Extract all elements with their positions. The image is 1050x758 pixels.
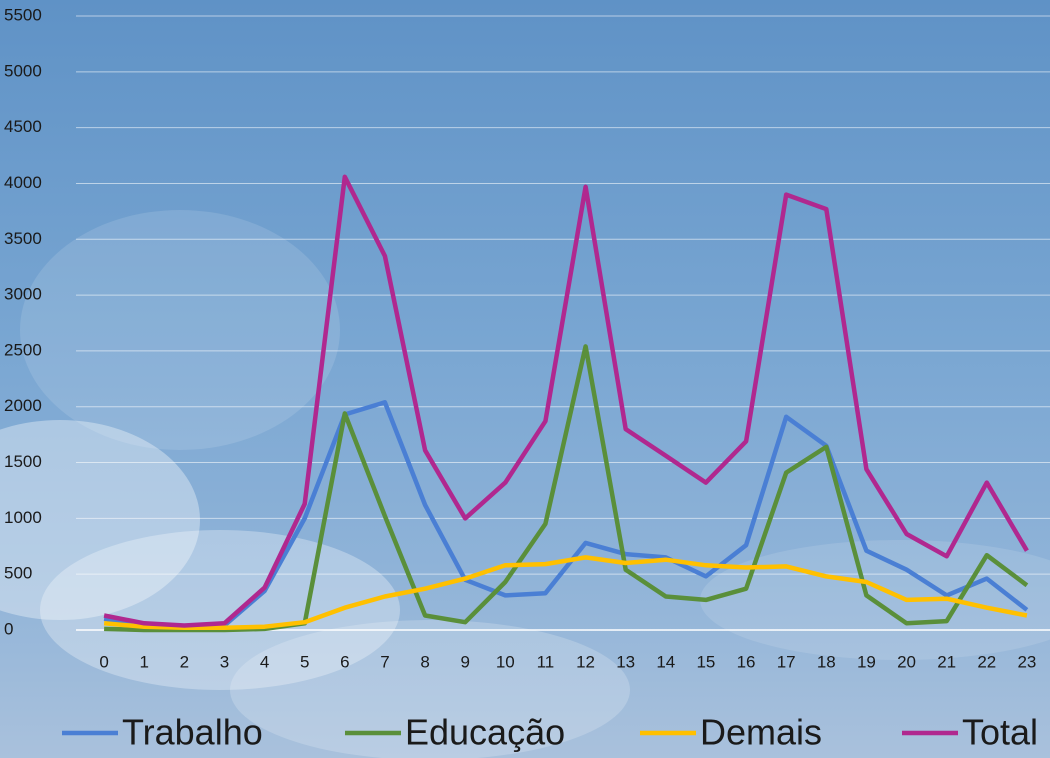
background-clouds	[0, 210, 1050, 758]
y-tick-label: 0	[4, 619, 13, 638]
x-tick-label: 17	[777, 652, 796, 671]
y-tick-label: 4500	[4, 117, 42, 136]
x-tick-label: 1	[139, 652, 148, 671]
y-tick-label: 500	[4, 564, 32, 583]
y-tick-label: 5500	[4, 5, 42, 24]
x-tick-label: 15	[696, 652, 715, 671]
y-tick-label: 1000	[4, 508, 42, 527]
series-line	[103, 174, 1029, 628]
series-line	[103, 555, 1028, 631]
y-tick-label: 3000	[4, 285, 42, 304]
legend-label: Trabalho	[122, 712, 263, 753]
x-tick-label: 2	[180, 652, 189, 671]
x-tick-label: 4	[260, 652, 269, 671]
x-tick-label: 22	[977, 652, 996, 671]
legend-label: Educação	[405, 712, 565, 753]
series-line	[103, 400, 1029, 629]
x-tick-label: 11	[537, 652, 555, 671]
y-tick-label: 5000	[4, 61, 42, 80]
x-tick-label: 20	[897, 652, 916, 671]
y-tick-label: 2500	[4, 340, 42, 359]
x-tick-label: 18	[817, 652, 836, 671]
x-tick-label: 12	[576, 652, 595, 671]
x-tick-label: 7	[380, 652, 389, 671]
y-tick-label: 3500	[4, 229, 42, 248]
x-tick-label: 0	[99, 652, 108, 671]
x-tick-label: 19	[857, 652, 876, 671]
legend-label: Total	[962, 712, 1038, 753]
x-tick-label: 5	[300, 652, 309, 671]
x-tick-label: 3	[220, 652, 229, 671]
x-tick-label: 23	[1017, 652, 1036, 671]
x-tick-label: 16	[737, 652, 756, 671]
legend-label: Demais	[700, 712, 822, 753]
y-tick-label: 1500	[4, 452, 42, 471]
x-tick-label: 21	[937, 652, 956, 671]
y-tick-label: 2000	[4, 396, 42, 415]
x-tick-label: 14	[656, 652, 675, 671]
x-tick-label: 9	[460, 652, 469, 671]
y-tick-label: 4000	[4, 173, 42, 192]
x-tick-label: 13	[616, 652, 635, 671]
x-tick-label: 10	[496, 652, 515, 671]
x-tick-label: 6	[340, 652, 349, 671]
x-tick-label: 8	[420, 652, 429, 671]
